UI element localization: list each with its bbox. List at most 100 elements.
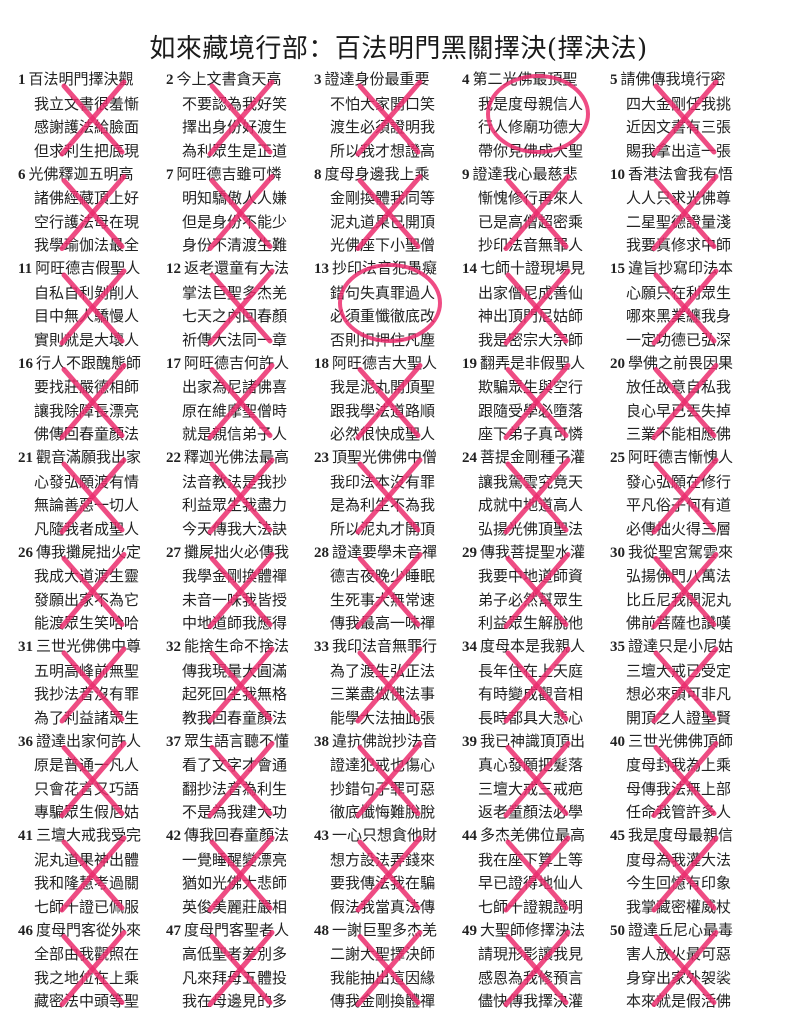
- verse-cell: 13 抄印法音犯愚癡 錯句失真罪過人 必須重懺徹底改 否則扣押住凡塵: [310, 257, 458, 352]
- verse-cell: 34 度母本是我親人 長年住在上天庭 有時變成觀音相 長時都具大悲心: [458, 635, 606, 730]
- verse-cell: 49 大聖師修擇決法 請現形影讓我見 感恩為我修預言 儘快傳我擇決灌: [458, 919, 606, 1014]
- verse-text: 五明高峰前無聖: [34, 661, 140, 680]
- verse-text: 今上文書貪天高: [176, 70, 282, 88]
- verse-text: 不是為我建大功: [182, 803, 288, 821]
- verse-line: 真心發願把髮落: [458, 754, 606, 778]
- verse-text: 我是泥丸開頂聖: [330, 378, 436, 396]
- verse-line: 我成大道渡生靈: [14, 565, 162, 589]
- verse-line: 返老童顏法必學: [458, 801, 606, 825]
- verse-line: 45 我是度母最親信: [606, 824, 754, 849]
- verse-text: 我之地位在上乘: [34, 968, 140, 987]
- verse-text: 藏密法中頭等聖: [34, 992, 140, 1010]
- verse-line: 7 阿旺德吉雖可憐: [162, 163, 310, 188]
- verse-cell: 11 阿旺德吉假聖人 自私自利剝削人 目中無人驕慢人 實則就是大壞人: [14, 257, 162, 352]
- verse-cell: 24 菩提金剛種子灌 讓我駕雲究竟天 成就中地道高人 弘揚光佛頂聖法: [458, 446, 606, 541]
- verse-line: 身穿出家外袈裟: [606, 967, 754, 991]
- verse-text: 讓我駕雲究竟天: [478, 472, 584, 491]
- verse-cell: 44 多杰羌佛位最高 我在座下算上等 早已證得地仙人 七師十證親證明: [458, 824, 606, 919]
- verse-line: 我在座下算上等: [458, 849, 606, 873]
- verse-text: 但是身份不能少: [182, 212, 288, 231]
- verse-text: 弟子必然幫眾生: [478, 590, 584, 609]
- verse-text: 渡生必須證明我: [330, 118, 436, 136]
- verse-cell: 46 度母門客從外來 全部由我觀照在 我之地位在上乘 藏密法中頭等聖: [14, 919, 162, 1014]
- verse-line: 錯句失真罪過人: [310, 282, 458, 306]
- verse-line: 欺騙眾生與空行: [458, 376, 606, 400]
- verse-line: 46 度母門客從外來: [14, 919, 162, 944]
- verse-cell: 31 三世光佛佛中尊 五明高峰前無聖 我抄法音沒有罪 為了利益諸眾生: [14, 635, 162, 730]
- verse-line: 9 證達我心最慈悲: [458, 163, 606, 188]
- verse-line: 三業盡做佛法事: [310, 683, 458, 707]
- verse-text: 七師十證現場見: [480, 259, 586, 277]
- verse-text: 我是密宗大宗師: [478, 330, 584, 349]
- verse-line: 一覺睡醒變漂亮: [162, 849, 310, 873]
- verse-text: 菩提金剛種子灌: [480, 448, 586, 466]
- verse-line: 23 頂聖光佛佛中僧: [310, 446, 458, 471]
- verse-text: 阿旺德吉大聖人: [332, 353, 438, 372]
- verse-line: 本來就是假活佛: [606, 990, 754, 1014]
- verse-line: 行人修廟功德大: [458, 116, 606, 140]
- verse-line: 所以泥丸才開頂: [310, 518, 458, 542]
- verse-number: 39: [462, 733, 477, 750]
- verse-text: 我是度母親信人: [478, 94, 584, 113]
- verse-line: 我掌藏密權威杖: [606, 896, 754, 920]
- verse-line: 1 百法明門擇決觀: [14, 68, 162, 93]
- verse-text: 心願只在利眾生: [626, 283, 732, 302]
- verse-line: 比丘尼我開泥丸: [606, 589, 754, 613]
- verse-line: 二星聖德證量淺: [606, 211, 754, 235]
- verse-text: 頂聖光佛佛中僧: [332, 448, 438, 466]
- verse-text: 神出頂門尼姑師: [478, 307, 584, 325]
- verse-cell: 27 攤屍拙火必傳我 我學金剛換體禪 未音一味我皆授 中地道師我應得: [162, 541, 310, 636]
- verse-number: 22: [166, 450, 181, 466]
- verse-text: 原在維摩聖僧時: [182, 401, 288, 420]
- verse-line: 38 違抗佛說抄法音: [310, 730, 458, 755]
- verse-line: 身份不清渡生難: [162, 234, 310, 258]
- verse-line: 跟隨受學必墮落: [458, 400, 606, 424]
- verse-line: 弟子必然幫眾生: [458, 589, 606, 613]
- verse-cell: 43 一心只想貪他財 想方設法弄錢來 要我傳法我在騙 假法我當真法傳: [310, 824, 458, 919]
- verse-cell: 45 我是度母最親信 度母為我灌大法 今生回憶有印象 我掌藏密權威杖: [606, 824, 754, 919]
- verse-number: 33: [314, 639, 329, 655]
- verse-line: 徹底懺悔難脫脫: [310, 801, 458, 825]
- verse-text: 我掌藏密權威杖: [626, 897, 732, 916]
- verse-text: 今生回憶有印象: [626, 874, 732, 892]
- verse-number: 26: [18, 544, 33, 561]
- verse-line: 傳我最高一味禪: [310, 612, 458, 636]
- verse-line: 我要中地道師資: [458, 565, 606, 589]
- verse-cell: 12 返老還童有大法 掌法巨聖多杰羌 七天之內回春顏 祈傳大法同一章: [162, 257, 310, 352]
- verse-line: 不怕大家開口笑: [310, 93, 458, 117]
- verse-line: 44 多杰羌佛位最高: [458, 824, 606, 849]
- verse-cell: 47 度母門客聖者人 高低聖者差別多 凡來拜母五體投 我在母邊見的多: [162, 919, 310, 1014]
- verse-text: 英俊美麗莊嚴相: [182, 897, 288, 916]
- verse-line: 請現形影讓我見: [458, 943, 606, 967]
- verse-line: 否則扣押住凡塵: [310, 329, 458, 353]
- verse-line: 29 傳我菩提聖水灌: [458, 541, 606, 566]
- verse-text: 能渡眾生笑哈哈: [34, 614, 140, 632]
- verse-line: 利益眾生我盡力: [162, 494, 310, 518]
- verse-line: 明知驕傲人人嫌: [162, 187, 310, 211]
- verse-line: 我抄法音沒有罪: [14, 683, 162, 707]
- verse-line: 高低聖者差別多: [162, 943, 310, 967]
- verse-line: 39 我已神識頂頂出: [458, 730, 606, 755]
- verse-text: 早已證得地仙人: [478, 874, 584, 892]
- verse-line: 不要認為我好笑: [162, 93, 310, 117]
- verse-text: 母傳我法無上部: [626, 779, 732, 798]
- verse-text: 我能抽出這因緣: [330, 968, 436, 987]
- verse-number: 47: [166, 922, 181, 939]
- verse-cell: 22 釋迦光佛法最高 法音教法是我抄 利益眾生我盡力 今天傳我大法訣: [162, 446, 310, 541]
- verse-number: 9: [462, 166, 470, 183]
- verse-line: 起死回生我無格: [162, 683, 310, 707]
- verse-text: 中地道師我應得: [182, 614, 288, 632]
- verse-number: 7: [166, 166, 174, 183]
- verse-text: 要我傳法我在騙: [330, 874, 436, 892]
- verse-cell: 32 能捨生命不捨法 傳我現量大圓滿 起死回生我無格 教我回春童顏法: [162, 635, 310, 730]
- verse-text: 證達要學未音禪: [332, 542, 438, 561]
- verse-line: 翻抄法音為利生: [162, 778, 310, 802]
- verse-text: 我成大道渡生靈: [34, 567, 140, 585]
- verse-text: 跟我學法道路順: [330, 401, 436, 420]
- verse-text: 良心早已丟失掉: [626, 401, 732, 420]
- verse-number: 5: [610, 72, 618, 88]
- verse-text: 泥丸道果神出體: [34, 850, 140, 869]
- verse-line: 就是親信弟子人: [162, 423, 310, 447]
- verse-line: 26 傳我攤屍拙火定: [14, 541, 162, 566]
- verse-line: 50 證達丘尼心最毒: [606, 919, 754, 944]
